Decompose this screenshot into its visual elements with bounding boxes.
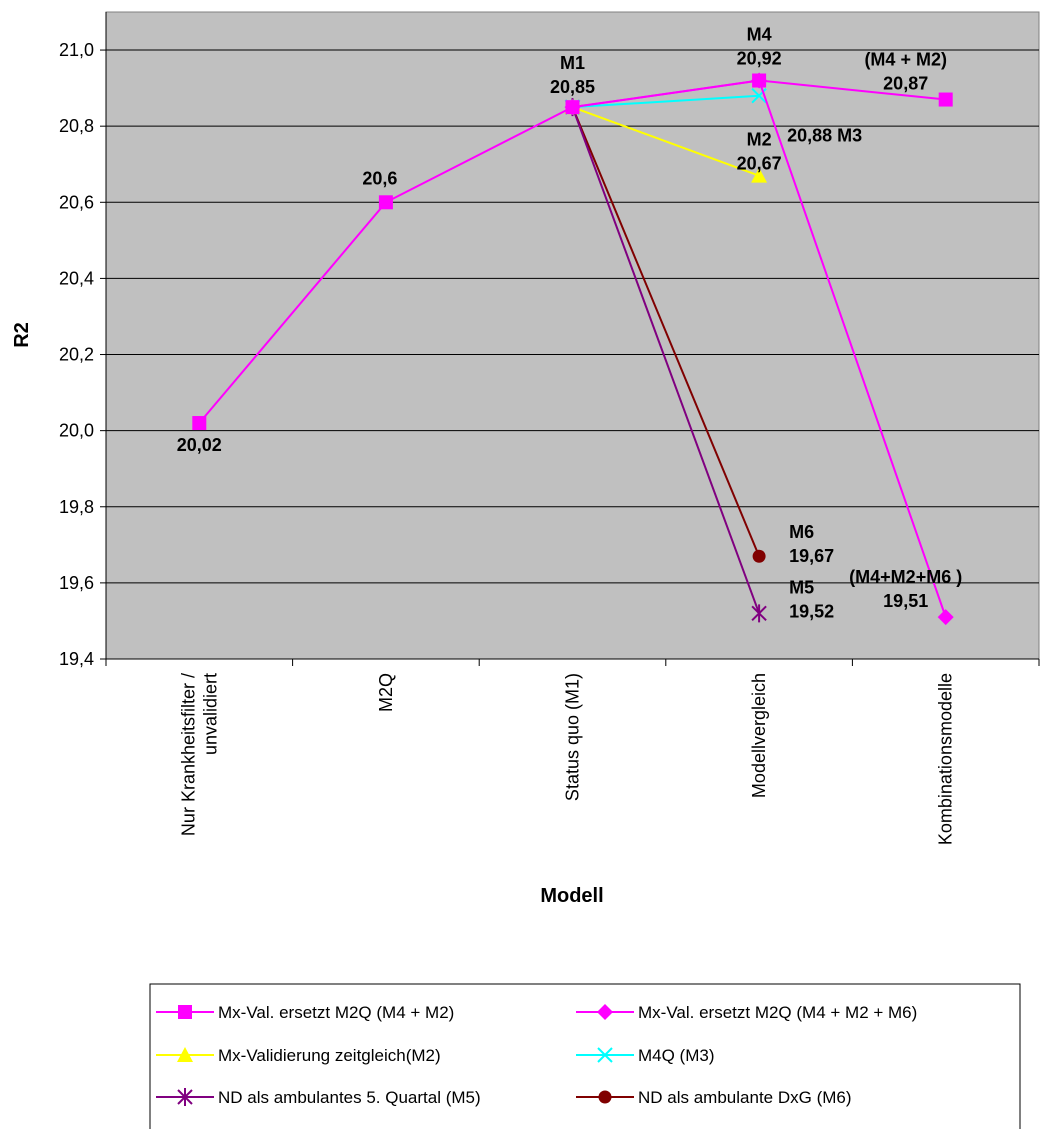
marker-star	[177, 1088, 193, 1106]
data-labels: 20,02 20,6 M1 20,85 M4 20,92 20,88 M3 M2 20,67 M6…	[177, 25, 962, 622]
y-tick-label: 20,4	[59, 268, 94, 288]
data-label: 19,67	[789, 546, 834, 566]
marker-triangle	[177, 1047, 193, 1062]
y-tick-label: 19,4	[59, 649, 94, 669]
data-label: M2	[747, 130, 772, 150]
y-tick-label: 19,6	[59, 573, 94, 593]
data-label: 20,85	[550, 77, 595, 97]
x-tick-label: Nur Krankheitsfilter /	[178, 673, 198, 836]
y-tick-label: 20,0	[59, 421, 94, 441]
data-label: 20,87	[883, 74, 928, 94]
legend-label: Mx-Val. ersetzt M2Q (M4 + M2)	[218, 1003, 454, 1022]
x-tick-label: M2Q	[376, 673, 396, 712]
data-label: M6	[789, 522, 814, 542]
legend-label: ND als ambulante DxG (M6)	[638, 1088, 852, 1107]
y-tick-label: 20,2	[59, 345, 94, 365]
data-label: 20,02	[177, 435, 222, 455]
data-label: (M4 + M2)	[864, 50, 947, 70]
x-tick-label: Status quo (M1)	[563, 673, 583, 801]
legend-label: Mx-Validierung zeitgleich(M2)	[218, 1046, 441, 1065]
x-tick-label: Modellvergleich	[749, 673, 769, 798]
marker-square	[178, 1005, 192, 1019]
y-tick-label: 20,6	[59, 192, 94, 212]
y-tick-label: 19,8	[59, 497, 94, 517]
data-label: M1	[560, 53, 585, 73]
y-tick-label: 21,0	[59, 40, 94, 60]
data-label: M5	[789, 577, 814, 597]
legend-label: Mx-Val. ersetzt M2Q (M4 + M2 + M6)	[638, 1003, 917, 1022]
marker-square	[192, 416, 207, 431]
data-label: 19,51	[883, 591, 928, 611]
legend: Mx-Val. ersetzt M2Q (M4 + M2) Mx-Val. ers…	[149, 983, 1021, 1129]
x-axis-ticks: Nur Krankheitsfilter / unvalidiert M2Q Stat…	[105, 658, 1040, 845]
legend-label: M4Q (M3)	[638, 1046, 715, 1065]
x-tick-label: Kombinationsmodelle	[936, 673, 956, 845]
y-tick-label: 20,8	[59, 116, 94, 136]
data-label: 20,88 M3	[787, 126, 862, 146]
marker-triangle	[751, 167, 768, 183]
marker-circle	[598, 1090, 612, 1104]
marker-diamond	[597, 1004, 613, 1020]
data-label: 19,52	[789, 601, 834, 621]
series-group	[192, 72, 954, 626]
marker-x	[597, 1047, 613, 1063]
data-label: (M4+M2+M6 )	[849, 567, 962, 587]
series-line	[571, 106, 761, 557]
series-line	[572, 106, 760, 177]
data-label: 20,67	[737, 154, 782, 174]
series-line	[571, 106, 761, 614]
marker-square	[938, 92, 953, 107]
marker-star	[751, 604, 767, 623]
series-line	[572, 94, 760, 109]
legend-label: ND als ambulantes 5. Quartal (M5)	[218, 1088, 481, 1107]
x-axis-title: Modell	[540, 885, 603, 907]
marker-circle	[752, 549, 766, 563]
y-axis-ticks: 19,4 19,6 19,8 20,0 20,2 20,4 20,6 20,8 21,0	[59, 12, 107, 669]
data-label: 20,92	[737, 49, 782, 69]
x-tick-label: unvalidiert	[200, 673, 220, 755]
marker-square	[378, 195, 393, 210]
legend-box	[149, 983, 1021, 1129]
data-label: 20,6	[362, 168, 397, 188]
marker-diamond	[937, 609, 954, 626]
gridlines	[106, 49, 1039, 584]
marker-square	[752, 73, 767, 88]
marker-square	[565, 100, 580, 115]
plot-area	[105, 11, 1040, 660]
data-label: M4	[747, 25, 772, 45]
y-axis-title: R2	[11, 322, 33, 348]
